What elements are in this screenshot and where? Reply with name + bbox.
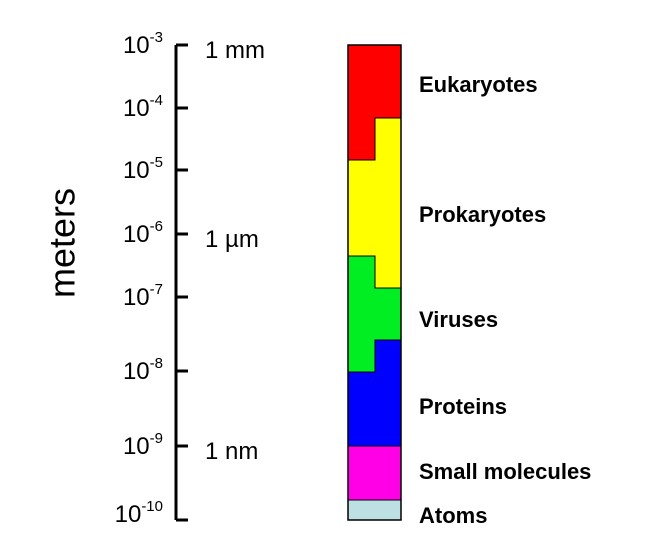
unit-label: 1 nm — [205, 438, 258, 465]
label-eukaryotes: Eukaryotes — [419, 72, 538, 97]
label-prokaryotes: Prokaryotes — [419, 202, 546, 227]
size-bands — [347, 44, 402, 521]
band-proteins — [348, 340, 401, 446]
unit-label: 1 µm — [205, 226, 259, 253]
axis-ticks: 10-3 1 mm 10-4 10-5 10-6 1 µm 10-7 10-8 10-9 1 nm… — [115, 29, 265, 528]
tick-label: 10-5 — [123, 154, 163, 184]
tick-label: 10-7 — [123, 281, 163, 311]
tick-label: 10-10 — [115, 498, 163, 528]
label-small-molecules: Small molecules — [419, 459, 591, 484]
band-outline — [347, 44, 402, 521]
axis-title: meters — [42, 188, 83, 298]
tick-label: 10-6 — [123, 218, 163, 248]
band-small-molecules — [348, 446, 401, 500]
label-atoms: Atoms — [419, 503, 487, 528]
tick-label: 10-4 — [123, 92, 163, 122]
label-proteins: Proteins — [419, 394, 507, 419]
band-boundary-lines — [348, 117, 401, 501]
band-viruses — [348, 256, 401, 372]
tick-label: 10-8 — [123, 355, 163, 385]
band-atoms — [348, 500, 401, 520]
tick-label: 10-9 — [123, 430, 163, 460]
unit-label: 1 mm — [205, 37, 265, 64]
tick-label: 10-3 — [123, 29, 163, 59]
band-eukaryotes — [348, 45, 401, 160]
label-viruses: Viruses — [419, 307, 498, 332]
